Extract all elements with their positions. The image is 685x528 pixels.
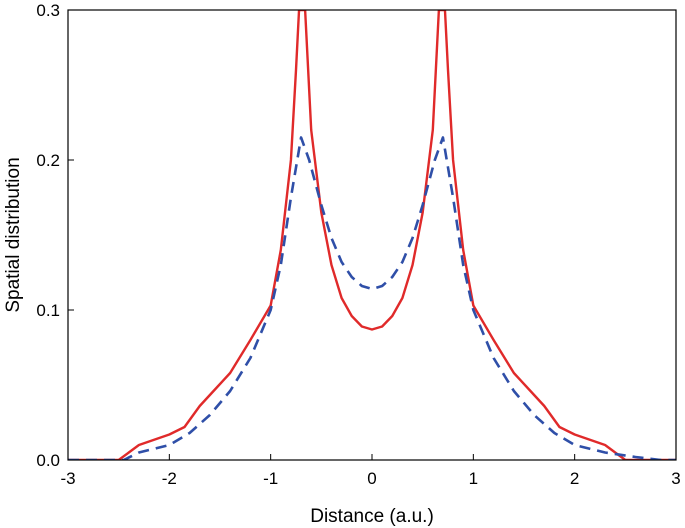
x-axis-label: Distance (a.u.) bbox=[310, 506, 434, 527]
x-tick-label: 3 bbox=[671, 469, 680, 488]
y-tick-label: 0.0 bbox=[36, 451, 60, 470]
y-tick-label: 0.2 bbox=[36, 151, 60, 170]
y-axis-label: Spatial distribution bbox=[3, 157, 24, 312]
plot-frame bbox=[67, 9, 677, 461]
x-tick-label: 1 bbox=[469, 469, 478, 488]
x-tick-label: -3 bbox=[60, 469, 75, 488]
series-layer bbox=[68, 10, 676, 460]
ticks-layer: -3 -2 -1 0 1 2 3 0.0 0.1 0.2 0.3 bbox=[36, 1, 680, 488]
y-tick-label: 0.3 bbox=[36, 1, 60, 20]
x-tick-label: 2 bbox=[570, 469, 579, 488]
x-tick-label: 0 bbox=[367, 469, 376, 488]
x-tick-label: -2 bbox=[162, 469, 177, 488]
x-tick-label: -1 bbox=[263, 469, 278, 488]
series-line-dashed bbox=[68, 136, 676, 460]
series-line-solid bbox=[68, 10, 676, 460]
y-tick-label: 0.1 bbox=[36, 301, 60, 320]
